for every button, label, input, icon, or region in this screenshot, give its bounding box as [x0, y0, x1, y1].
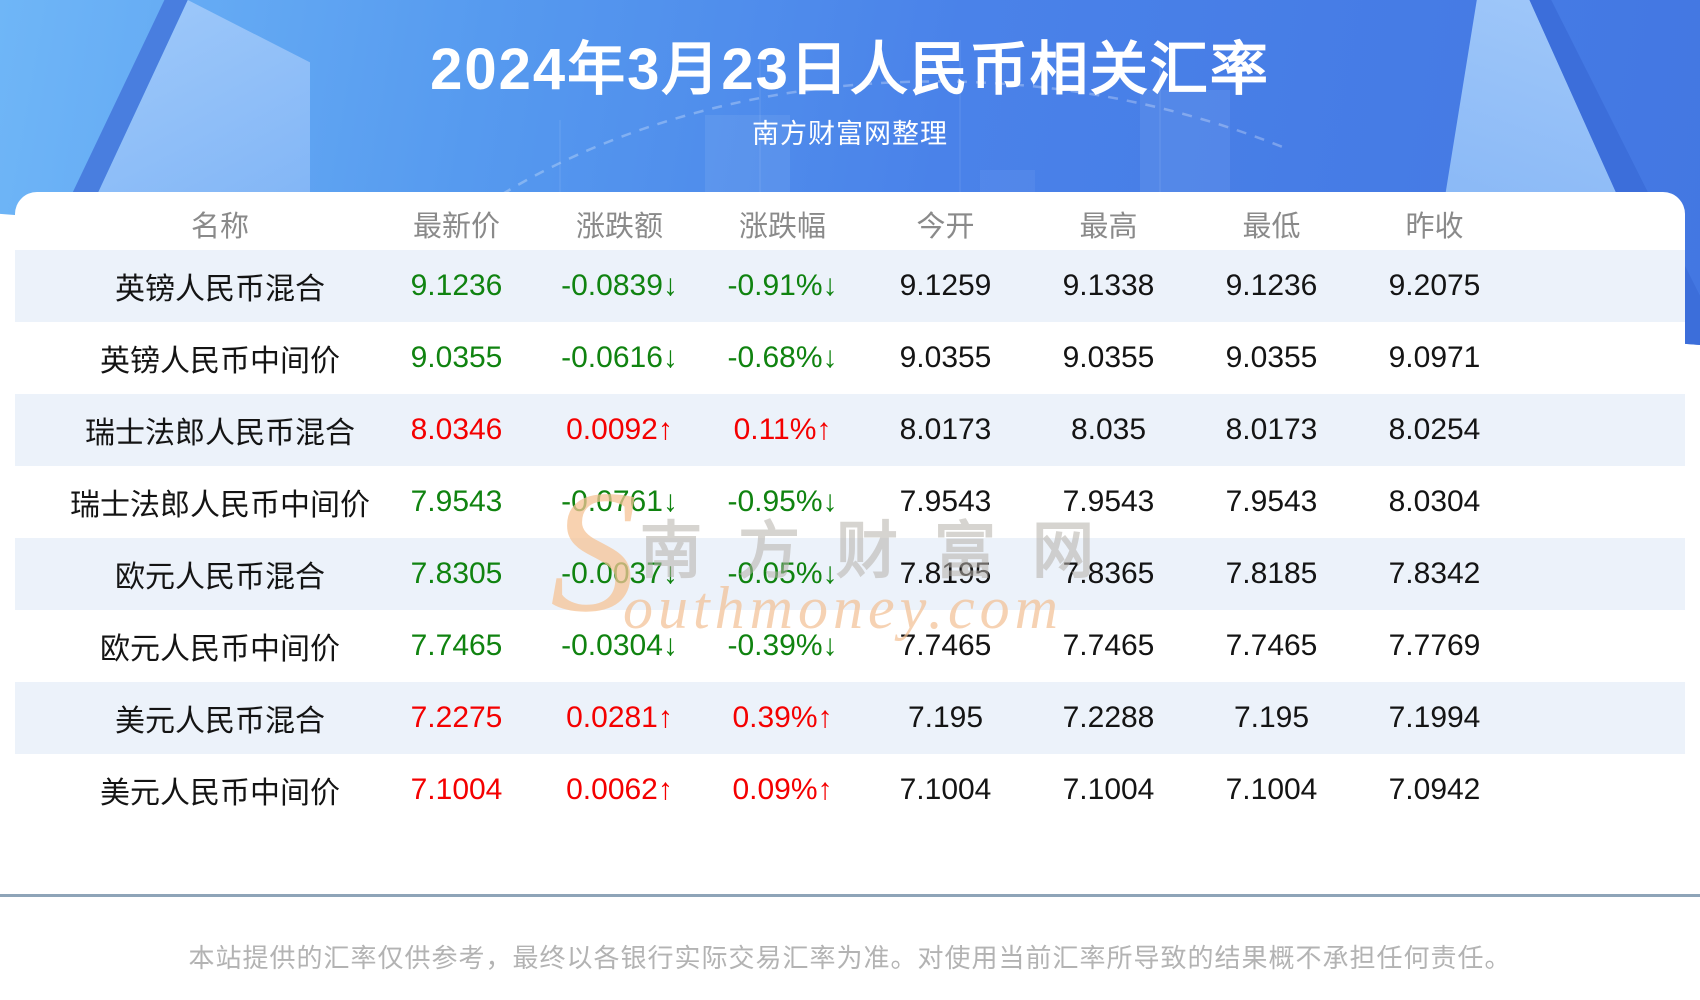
open-cell: 7.1004 — [899, 773, 992, 806]
column-header-name: 名称 — [190, 211, 249, 243]
high-cell: 8.035 — [1070, 413, 1147, 446]
high-cell: 9.0355 — [1062, 341, 1155, 374]
pct-change-cell: -0.05%↓ — [727, 557, 838, 590]
table-row: 欧元人民币混合 7.8305 -0.0037↓ -0.05%↓ 7.8195 7… — [15, 538, 1685, 610]
open-cell: 8.0173 — [899, 413, 992, 446]
change-cell: -0.0304↓ — [561, 629, 678, 662]
pair-name-cell: 英镑人民币中间价 — [100, 345, 340, 378]
column-header-last: 最新价 — [412, 211, 500, 243]
table-row: 英镑人民币混合 9.1236 -0.0839↓ -0.91%↓ 9.1259 9… — [15, 250, 1685, 322]
column-header-open: 今开 — [916, 211, 975, 243]
low-cell: 9.0355 — [1225, 341, 1318, 374]
high-cell: 7.2288 — [1062, 701, 1155, 734]
open-cell: 9.0355 — [899, 341, 992, 374]
low-cell: 8.0173 — [1225, 413, 1318, 446]
open-cell: 9.1259 — [899, 269, 992, 302]
column-header-pct: 涨跌幅 — [738, 211, 826, 243]
prev-close-cell: 9.2075 — [1388, 269, 1481, 302]
page-subtitle: 南方财富网整理 — [752, 119, 948, 149]
low-cell: 7.195 — [1233, 701, 1310, 734]
column-header-low: 最低 — [1242, 211, 1301, 243]
change-cell: -0.0761↓ — [561, 485, 678, 518]
change-cell: 0.0062↑ — [566, 773, 673, 806]
low-cell: 7.7465 — [1225, 629, 1318, 662]
pct-change-cell: -0.39%↓ — [727, 629, 838, 662]
pair-name-cell: 英镑人民币混合 — [115, 273, 325, 306]
pair-name-cell: 美元人民币中间价 — [100, 777, 340, 810]
change-cell: -0.0839↓ — [561, 269, 678, 302]
table-header-row: 名称 最新价 涨跌额 涨跌幅 今开 最高 最低 昨收 — [15, 198, 1685, 250]
table-body: 英镑人民币混合 9.1236 -0.0839↓ -0.91%↓ 9.1259 9… — [15, 250, 1685, 826]
table-row: 英镑人民币中间价 9.0355 -0.0616↓ -0.68%↓ 9.0355 … — [15, 322, 1685, 394]
pct-change-cell: -0.91%↓ — [727, 269, 838, 302]
change-cell: 0.0092↑ — [566, 413, 673, 446]
high-cell: 9.1338 — [1062, 269, 1155, 302]
high-cell: 7.8365 — [1062, 557, 1155, 590]
high-cell: 7.7465 — [1062, 629, 1155, 662]
high-cell: 7.1004 — [1062, 773, 1155, 806]
prev-close-cell: 7.7769 — [1388, 629, 1481, 662]
open-cell: 7.195 — [907, 701, 984, 734]
column-header-prev: 昨收 — [1405, 211, 1464, 243]
change-cell: -0.0037↓ — [561, 557, 678, 590]
pair-name-cell: 瑞士法郎人民币中间价 — [70, 489, 370, 522]
pair-name-cell: 美元人民币混合 — [115, 705, 325, 738]
open-cell: 7.7465 — [899, 629, 992, 662]
rate-card: 名称 最新价 涨跌额 涨跌幅 今开 最高 最低 昨收 英镑人民币混合 9.123… — [15, 192, 1685, 832]
low-cell: 7.8185 — [1225, 557, 1318, 590]
low-cell: 7.9543 — [1225, 485, 1318, 518]
table-row: 美元人民币混合 7.2275 0.0281↑ 0.39%↑ 7.195 7.22… — [15, 682, 1685, 754]
low-cell: 9.1236 — [1225, 269, 1318, 302]
pct-change-cell: 0.39%↑ — [732, 701, 833, 734]
last-price-cell: 7.1004 — [410, 773, 503, 806]
low-cell: 7.1004 — [1225, 773, 1318, 806]
prev-close-cell: 8.0304 — [1388, 485, 1481, 518]
table-row: 瑞士法郎人民币混合 8.0346 0.0092↑ 0.11%↑ 8.0173 8… — [15, 394, 1685, 466]
prev-close-cell: 9.0971 — [1388, 341, 1481, 374]
open-cell: 7.9543 — [899, 485, 992, 518]
last-price-cell: 9.0355 — [410, 341, 503, 374]
table-row: 欧元人民币中间价 7.7465 -0.0304↓ -0.39%↓ 7.7465 … — [15, 610, 1685, 682]
high-cell: 7.9543 — [1062, 485, 1155, 518]
pct-change-cell: -0.95%↓ — [727, 485, 838, 518]
prev-close-cell: 7.8342 — [1388, 557, 1481, 590]
page-title: 2024年3月23日人民币相关汇率 — [430, 37, 1270, 102]
pair-name-cell: 瑞士法郎人民币混合 — [85, 417, 355, 450]
last-price-cell: 8.0346 — [410, 413, 503, 446]
change-cell: -0.0616↓ — [561, 341, 678, 374]
table-row: 美元人民币中间价 7.1004 0.0062↑ 0.09%↑ 7.1004 7.… — [15, 754, 1685, 826]
column-header-high: 最高 — [1079, 211, 1138, 243]
footer-divider — [0, 894, 1700, 897]
open-cell: 7.8195 — [899, 557, 992, 590]
last-price-cell: 7.2275 — [410, 701, 503, 734]
last-price-cell: 7.7465 — [410, 629, 503, 662]
prev-close-cell: 8.0254 — [1388, 413, 1481, 446]
pct-change-cell: -0.68%↓ — [727, 341, 838, 374]
pair-name-cell: 欧元人民币混合 — [115, 561, 325, 594]
last-price-cell: 9.1236 — [410, 269, 503, 302]
change-cell: 0.0281↑ — [566, 701, 673, 734]
pct-change-cell: 0.09%↑ — [732, 773, 833, 806]
pair-name-cell: 欧元人民币中间价 — [100, 633, 340, 666]
prev-close-cell: 7.1994 — [1388, 701, 1481, 734]
pct-change-cell: 0.11%↑ — [733, 413, 832, 446]
last-price-cell: 7.9543 — [410, 485, 503, 518]
prev-close-cell: 7.0942 — [1388, 773, 1481, 806]
table-row: 瑞士法郎人民币中间价 7.9543 -0.0761↓ -0.95%↓ 7.954… — [15, 466, 1685, 538]
column-header-change: 涨跌额 — [575, 211, 663, 243]
last-price-cell: 7.8305 — [410, 557, 503, 590]
disclaimer-text: 本站提供的汇率仅供参考，最终以各银行实际交易汇率为准。对使用当前汇率所导致的结果… — [188, 943, 1512, 973]
